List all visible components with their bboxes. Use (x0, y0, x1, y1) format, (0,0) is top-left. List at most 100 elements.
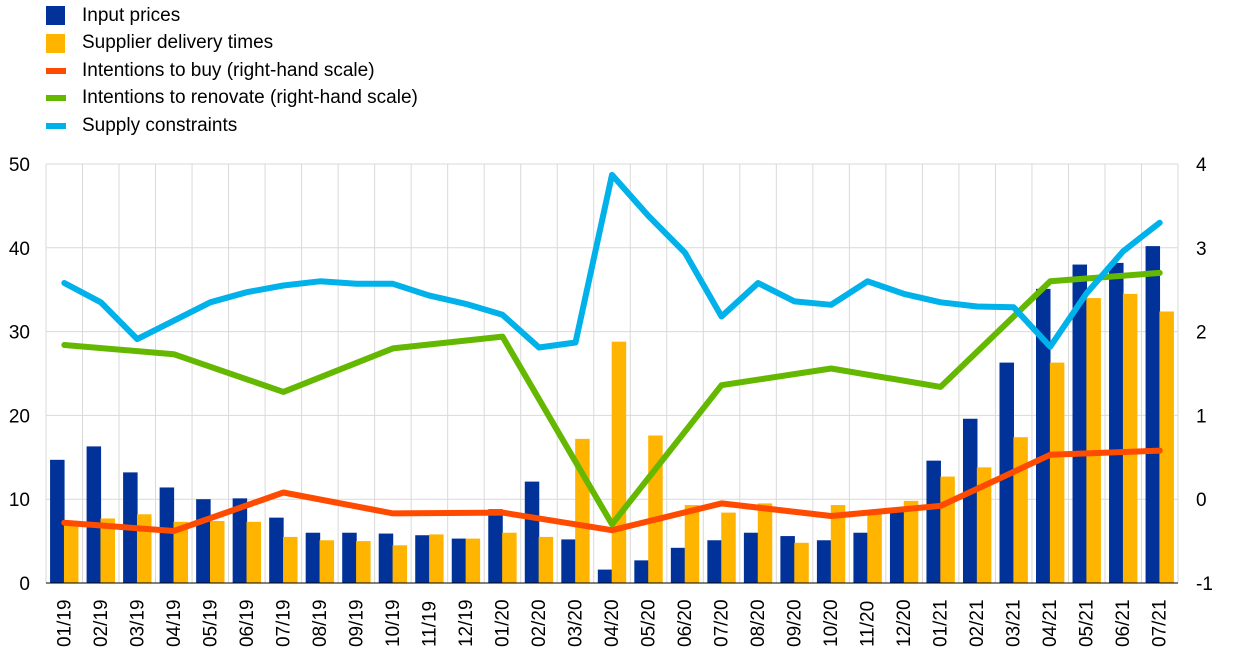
line-intentions-to-renovate (61, 269, 1163, 528)
x-tick-label: 09/19 (346, 599, 367, 647)
y-left-tick-label: 40 (9, 239, 30, 260)
legend-item-intentions-to-buy: Intentions to buy (right-hand scale) (46, 57, 418, 85)
bar-supplier-delivery-times (136, 514, 152, 583)
x-tick-label: 03/21 (1004, 599, 1025, 647)
bar-input-prices (86, 446, 102, 583)
line-series (61, 171, 1163, 534)
legend-swatch-intentions-to-renovate (46, 95, 66, 102)
x-tick-label: 02/19 (91, 599, 112, 647)
y-right-tick-label: 4 (1196, 155, 1207, 176)
bar-input-prices (889, 507, 905, 583)
x-tick-label: 03/19 (127, 599, 148, 647)
legend-swatch-input-prices (46, 6, 65, 26)
bar-input-prices (269, 517, 284, 583)
x-tick-label: 01/21 (931, 599, 952, 647)
bar-supplier-delivery-times (757, 503, 773, 583)
bar-input-prices (634, 560, 649, 583)
legend-label: Supplier delivery times (82, 32, 274, 54)
bar-supplier-delivery-times (830, 505, 846, 583)
y-right-tick-label: 2 (1196, 323, 1207, 344)
bar-supplier-delivery-times (867, 511, 882, 583)
y-left-tick-label: 20 (9, 406, 30, 427)
bar-supplier-delivery-times (940, 476, 955, 583)
x-tick-label: 04/21 (1040, 599, 1061, 647)
x-tick-label: 02/21 (967, 599, 988, 647)
bar-supplier-delivery-times (1122, 293, 1138, 583)
x-tick-label: 07/19 (273, 599, 294, 647)
bar-series (50, 246, 1174, 583)
bar-input-prices (50, 459, 65, 583)
bar-input-prices (597, 569, 613, 583)
bar-input-prices (962, 418, 978, 583)
y-right-tick-label: -1 (1196, 574, 1213, 595)
y-right-tick-label: 1 (1196, 406, 1207, 427)
bar-input-prices (1036, 288, 1051, 583)
bar-input-prices (743, 532, 759, 583)
x-tick-label: 07/21 (1150, 599, 1171, 647)
bar-supplier-delivery-times (611, 341, 627, 583)
bar-supplier-delivery-times (210, 520, 225, 583)
x-tick-label: 04/20 (602, 599, 623, 647)
legend-swatch-intentions-to-buy (46, 67, 66, 74)
bar-input-prices (707, 540, 722, 583)
legend-label: Input prices (82, 4, 181, 26)
x-tick-label: 07/20 (712, 599, 733, 647)
bar-input-prices (305, 532, 321, 583)
bar-input-prices (342, 532, 357, 583)
y-left-tick-label: 10 (9, 490, 30, 511)
x-tick-label: 05/21 (1077, 599, 1098, 647)
legend-item-supplier-delivery-times: Supplier delivery times (46, 30, 418, 58)
bar-supplier-delivery-times (903, 500, 919, 583)
bar-input-prices (451, 538, 467, 583)
bar-input-prices (524, 481, 540, 583)
y-left-tick-label: 30 (9, 323, 30, 344)
x-tick-label: 12/19 (456, 599, 477, 647)
x-tick-label: 06/20 (675, 599, 696, 647)
x-tick-label: 10/19 (383, 599, 404, 647)
line-intentions-to-buy (61, 447, 1163, 534)
bar-supplier-delivery-times (538, 536, 554, 583)
bar-supplier-delivery-times (1086, 298, 1101, 583)
x-tick-label: 01/19 (54, 599, 75, 647)
bar-supplier-delivery-times (100, 518, 115, 583)
bar-supplier-delivery-times (1159, 311, 1174, 583)
bar-input-prices (926, 460, 941, 583)
x-tick-label: 08/19 (310, 599, 331, 647)
bar-supplier-delivery-times (356, 541, 371, 583)
x-tick-label: 05/20 (639, 599, 660, 647)
bar-supplier-delivery-times (319, 540, 335, 583)
bar-supplier-delivery-times (976, 467, 992, 583)
legend-item-input-prices: Input prices (46, 2, 418, 30)
legend-item-intentions-to-renovate: Intentions to renovate (right-hand scale… (46, 85, 418, 113)
x-tick-label: 02/20 (529, 599, 550, 647)
bar-supplier-delivery-times (429, 534, 444, 583)
line-supply-constraints (61, 171, 1163, 351)
bar-supplier-delivery-times (502, 532, 517, 583)
bar-supplier-delivery-times (173, 521, 188, 583)
x-tick-label: 06/21 (1113, 599, 1134, 647)
x-tick-label: 05/19 (200, 599, 221, 647)
bar-supplier-delivery-times (794, 542, 809, 583)
bar-supplier-delivery-times (283, 536, 298, 583)
bar-supplier-delivery-times (721, 512, 736, 583)
bar-supplier-delivery-times (63, 520, 79, 583)
bar-supplier-delivery-times (246, 521, 262, 583)
x-tick-label: 10/20 (821, 599, 842, 647)
bar-input-prices (670, 547, 686, 583)
legend-swatch-supply-constraints (46, 122, 66, 129)
bar-input-prices (196, 499, 211, 583)
x-tick-label: 09/20 (785, 599, 806, 647)
legend-label: Intentions to renovate (right-hand scale… (82, 87, 418, 109)
bar-input-prices (780, 536, 795, 583)
legend-item-supply-constraints: Supply constraints (46, 112, 418, 140)
bar-supplier-delivery-times (648, 435, 663, 583)
bar-input-prices (232, 498, 248, 583)
x-tick-label: 11/20 (858, 601, 879, 647)
y-right-tick-label: 0 (1196, 490, 1207, 511)
bar-input-prices (415, 535, 430, 583)
legend: Input prices Supplier delivery times Int… (46, 2, 418, 140)
bar-supplier-delivery-times (1013, 437, 1028, 583)
bar-input-prices (378, 533, 394, 583)
bar-input-prices (853, 532, 868, 583)
